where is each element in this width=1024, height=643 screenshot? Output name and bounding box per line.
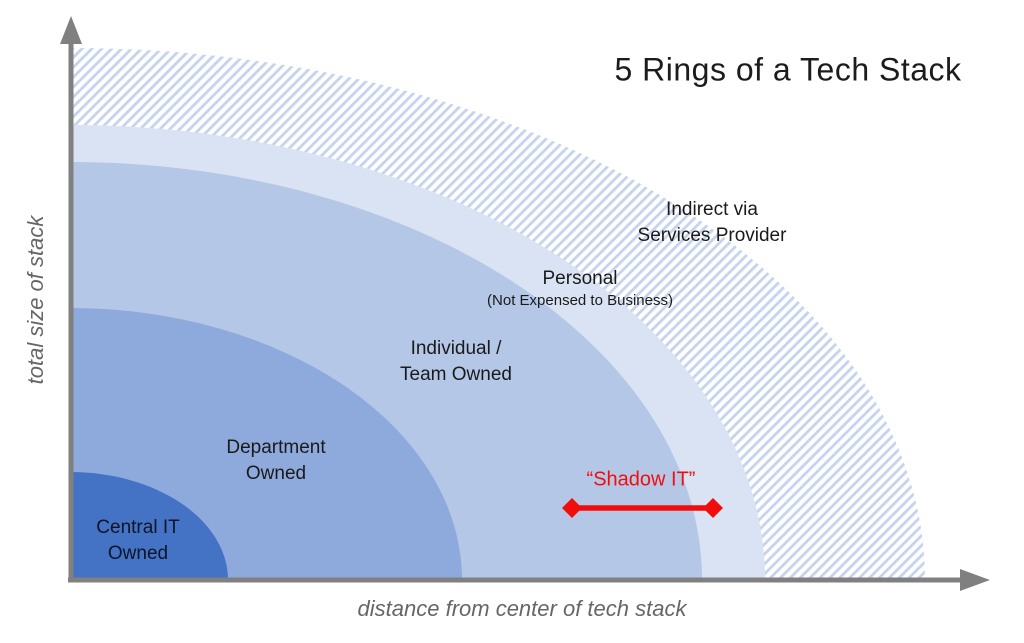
x-axis-arrowhead-icon bbox=[960, 569, 990, 591]
y-axis-arrowhead-icon bbox=[60, 16, 82, 44]
x-axis-label: distance from center of tech stack bbox=[357, 596, 687, 621]
shadow-it-arrow-right-diamond-icon bbox=[703, 498, 723, 518]
shadow-it-label: “Shadow IT” bbox=[586, 468, 696, 491]
shadow-it-arrow-left-diamond-icon bbox=[562, 498, 582, 518]
y-axis-label: total size of stack bbox=[23, 215, 48, 385]
diagram-title: 5 Rings of a Tech Stack bbox=[614, 51, 962, 88]
ring-central-it-owned-shape bbox=[70, 472, 228, 580]
